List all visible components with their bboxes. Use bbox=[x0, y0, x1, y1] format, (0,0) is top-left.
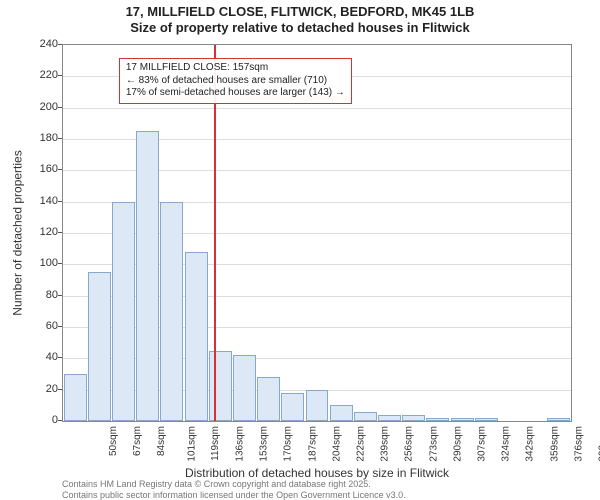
y-tick-mark bbox=[58, 201, 62, 202]
y-tick-label: 180 bbox=[28, 132, 58, 144]
y-axis-label-text: Number of detached properties bbox=[11, 150, 25, 315]
x-tick-label: 273sqm bbox=[428, 426, 439, 462]
x-tick-label: 50sqm bbox=[108, 426, 119, 456]
y-tick-label: 240 bbox=[28, 38, 58, 50]
x-tick-label: 324sqm bbox=[501, 426, 512, 462]
histogram-bar bbox=[64, 374, 87, 421]
histogram-bar bbox=[378, 415, 401, 421]
x-axis-label: Distribution of detached houses by size … bbox=[62, 466, 572, 480]
annotation-line3: 17% of semi-detached houses are larger (… bbox=[126, 87, 345, 100]
y-tick-label: 20 bbox=[28, 383, 58, 395]
plot-area: 17 MILLFIELD CLOSE: 157sqm← 83% of detac… bbox=[62, 44, 572, 422]
y-tick-mark bbox=[58, 75, 62, 76]
histogram-bar bbox=[451, 418, 474, 421]
y-tick-label: 40 bbox=[28, 351, 58, 363]
y-tick-mark bbox=[58, 326, 62, 327]
y-tick-mark bbox=[58, 107, 62, 108]
x-tick-label: 119sqm bbox=[210, 426, 221, 461]
x-tick-label: 256sqm bbox=[404, 426, 415, 462]
histogram-bar bbox=[88, 272, 111, 421]
y-tick-mark bbox=[58, 389, 62, 390]
y-tick-mark bbox=[58, 232, 62, 233]
annotation-line1: 17 MILLFIELD CLOSE: 157sqm bbox=[126, 62, 345, 75]
y-tick-mark bbox=[58, 263, 62, 264]
x-tick-label: 84sqm bbox=[156, 426, 167, 456]
footer-line1: Contains HM Land Registry data © Crown c… bbox=[62, 479, 406, 489]
y-tick-mark bbox=[58, 138, 62, 139]
x-tick-label: 204sqm bbox=[331, 426, 342, 462]
y-tick-label: 200 bbox=[28, 101, 58, 113]
histogram-bar bbox=[233, 355, 256, 421]
y-tick-mark bbox=[58, 44, 62, 45]
histogram-bar bbox=[209, 351, 232, 422]
histogram-bar bbox=[281, 393, 304, 421]
y-tick-mark bbox=[58, 420, 62, 421]
x-tick-label: 187sqm bbox=[307, 426, 318, 462]
y-tick-label: 120 bbox=[28, 226, 58, 238]
x-tick-label: 376sqm bbox=[573, 426, 584, 462]
histogram-bar bbox=[112, 202, 135, 421]
x-tick-label: 359sqm bbox=[549, 426, 560, 462]
histogram-bar bbox=[402, 415, 425, 421]
gridline bbox=[63, 108, 571, 109]
y-tick-label: 60 bbox=[28, 320, 58, 332]
y-tick-mark bbox=[58, 357, 62, 358]
histogram-bar bbox=[306, 390, 329, 421]
histogram-bar bbox=[475, 418, 498, 421]
histogram-bar bbox=[257, 377, 280, 421]
histogram-bar bbox=[426, 418, 449, 421]
x-tick-label: 290sqm bbox=[452, 426, 463, 462]
x-tick-label: 170sqm bbox=[283, 426, 294, 462]
y-axis-label: Number of detached properties bbox=[10, 44, 26, 422]
y-tick-mark bbox=[58, 295, 62, 296]
y-tick-label: 0 bbox=[28, 414, 58, 426]
x-tick-label: 222sqm bbox=[356, 426, 367, 462]
x-tick-label: 342sqm bbox=[525, 426, 536, 462]
annotation-box: 17 MILLFIELD CLOSE: 157sqm← 83% of detac… bbox=[119, 58, 352, 104]
histogram-bar bbox=[354, 412, 377, 421]
histogram-bar bbox=[185, 252, 208, 421]
y-tick-label: 220 bbox=[28, 69, 58, 81]
chart-title-line1: 17, MILLFIELD CLOSE, FLITWICK, BEDFORD, … bbox=[0, 4, 600, 20]
histogram-bar bbox=[330, 405, 353, 421]
annotation-line2: ← 83% of detached houses are smaller (71… bbox=[126, 75, 345, 88]
y-tick-label: 80 bbox=[28, 289, 58, 301]
footer-attribution: Contains HM Land Registry data © Crown c… bbox=[62, 479, 406, 500]
histogram-bar bbox=[547, 418, 570, 421]
x-tick-label: 153sqm bbox=[259, 426, 270, 462]
histogram-bar bbox=[160, 202, 183, 421]
x-tick-label: 67sqm bbox=[132, 426, 143, 456]
y-tick-label: 140 bbox=[28, 195, 58, 207]
x-tick-label: 101sqm bbox=[186, 426, 197, 462]
x-tick-label: 307sqm bbox=[477, 426, 488, 462]
histogram-bar bbox=[136, 131, 159, 421]
x-tick-label: 136sqm bbox=[235, 426, 246, 462]
footer-line2: Contains public sector information licen… bbox=[62, 490, 406, 500]
y-tick-label: 100 bbox=[28, 257, 58, 269]
y-tick-label: 160 bbox=[28, 163, 58, 175]
x-tick-label: 239sqm bbox=[380, 426, 391, 462]
y-tick-mark bbox=[58, 169, 62, 170]
chart-title-line2: Size of property relative to detached ho… bbox=[0, 20, 600, 36]
